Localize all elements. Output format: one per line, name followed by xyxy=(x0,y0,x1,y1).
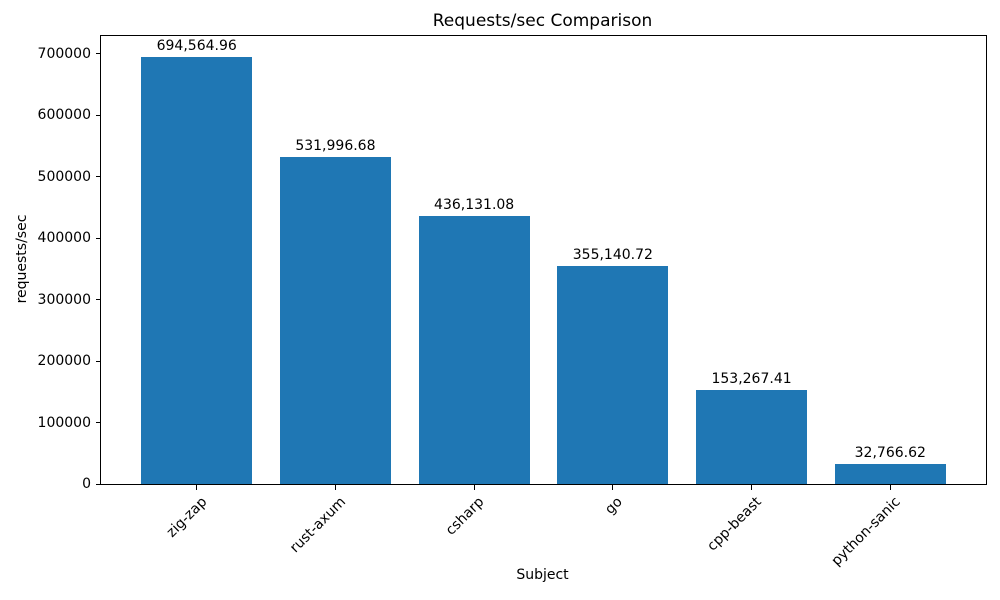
y-tick-label: 0 xyxy=(82,476,91,492)
y-tick-label: 100000 xyxy=(37,414,91,431)
y-tick-mark xyxy=(96,53,101,55)
bar-value-label: 355,140.72 xyxy=(572,246,653,263)
x-axis-label: Subject xyxy=(516,567,569,583)
y-tick-mark xyxy=(96,114,101,116)
bar-python-sanic xyxy=(834,463,946,484)
bar-value-label: 436,131.08 xyxy=(434,197,515,214)
x-tick-label-cpp-beast: cpp-beast xyxy=(704,494,765,555)
bar-value-label: 694,564.96 xyxy=(156,38,237,55)
y-tick-label: 400000 xyxy=(37,230,91,247)
y-tick-label: 300000 xyxy=(37,291,91,308)
y-tick-mark xyxy=(96,176,101,178)
x-tick-label-go: go xyxy=(602,494,627,518)
bar-value-label: 531,996.68 xyxy=(295,138,376,155)
y-tick-label: 700000 xyxy=(37,45,91,62)
bar-csharp xyxy=(418,216,530,484)
bar-cpp-beast xyxy=(696,389,808,484)
x-tick-mark xyxy=(751,485,753,490)
plot-area: 0 100000 200000 300000 400000 500000 600000 700… xyxy=(38,35,987,569)
chart-title: Requests/sec Comparison xyxy=(432,11,653,31)
bar-zig-zap xyxy=(141,57,253,484)
x-tick-mark xyxy=(334,485,336,490)
y-tick-mark xyxy=(96,483,101,485)
y-tick-mark xyxy=(96,360,101,362)
x-tick-label-python-sanic: python-sanic xyxy=(828,494,904,570)
bar-value-label: 153,267.41 xyxy=(711,370,792,387)
bar-rust-axum xyxy=(279,157,391,484)
y-axis-label: requests/sec xyxy=(14,214,30,304)
y-tick-mark xyxy=(96,422,101,424)
bar-go xyxy=(557,265,669,484)
bar-value-label: 32,766.62 xyxy=(854,444,926,461)
x-tick-label-rust-axum: rust-axum xyxy=(286,494,349,557)
x-tick-mark xyxy=(889,485,891,490)
y-tick-label: 500000 xyxy=(37,168,91,185)
x-tick-mark xyxy=(612,485,614,490)
y-tick-label: 200000 xyxy=(37,353,91,370)
y-tick-label: 600000 xyxy=(37,107,91,124)
y-tick-mark xyxy=(96,299,101,301)
x-tick-mark xyxy=(196,485,198,490)
y-tick-mark xyxy=(96,237,101,239)
x-tick-label-csharp: csharp xyxy=(442,494,488,539)
x-tick-mark xyxy=(473,485,475,490)
x-tick-label-zig-zap: zig-zap xyxy=(163,494,211,541)
